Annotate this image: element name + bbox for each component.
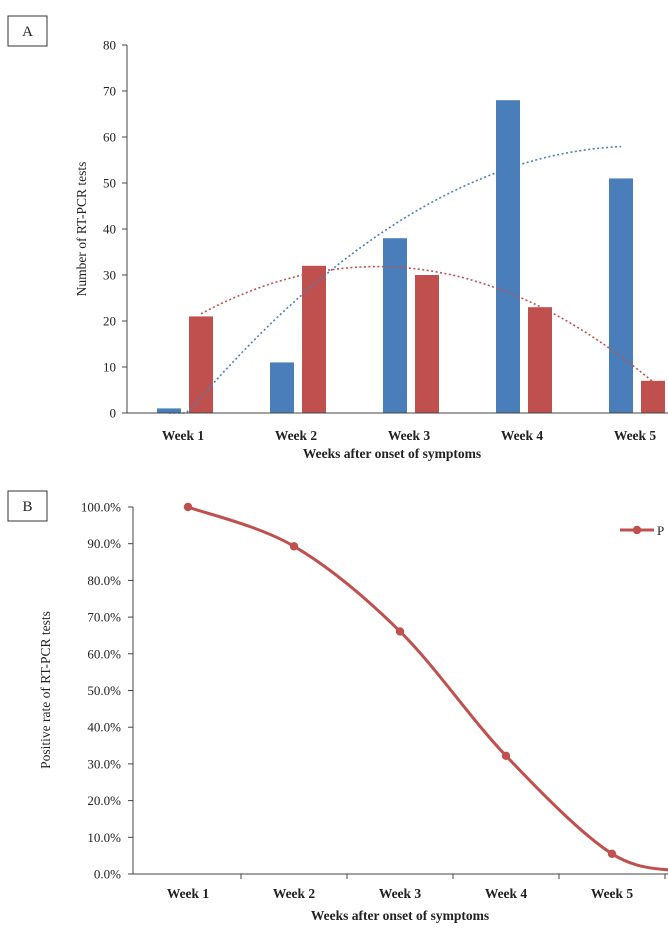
panel-a-y-tick-label: 70 (103, 84, 116, 99)
panel-b-y-tick-label: 90.0% (87, 536, 121, 551)
panel-a-x-tick-label: Week 3 (388, 428, 431, 443)
panel-b-data-point (395, 627, 405, 636)
legend-marker-swatch (632, 525, 642, 535)
panel-b-y-tick-label: 10.0% (87, 830, 121, 845)
panel-a-bar-series1 (383, 238, 407, 413)
panel-b-series-line (186, 505, 668, 872)
panel-a-trendline-series2 (200, 265, 654, 383)
panel-a-bar-series2 (641, 380, 665, 413)
panel-a-trendline-series1 (169, 145, 622, 414)
panel-b-x-tick-label: Week 5 (591, 886, 634, 901)
panel-a-y-tick-label: 20 (103, 314, 116, 329)
panel-a-x-tick-label: Week 1 (162, 428, 205, 443)
panel-a-x-tick-label: Week 2 (275, 428, 318, 443)
panel-a-y-tick-label: 30 (103, 268, 116, 283)
panel-b-x-tick-label: Week 4 (485, 886, 528, 901)
panel-a-bar-series2 (415, 275, 439, 413)
panel-a-y-tick-label: 10 (103, 360, 116, 375)
legend-label: P (657, 523, 664, 538)
panel-b-y-tick-label: 70.0% (87, 610, 121, 625)
panel-b-data-point (289, 542, 299, 551)
panel-a-x-axis-label: Weeks after onset of symptoms (303, 446, 481, 461)
panel-b: B 0.0% 10.0% 20.0% 30.0% 40.0% 50.0% 60.0% 70.0… (7, 490, 668, 923)
panel-b-data-point (501, 751, 511, 761)
panel-a-bar-series1 (270, 362, 294, 413)
panel-b-legend: P (620, 523, 664, 538)
panel-a-y-tick-label: 0 (110, 406, 117, 421)
panel-b-data-point (607, 849, 617, 859)
panel-b-y-tick-label: 20.0% (87, 793, 121, 808)
panel-b-x-tick-label: Week 2 (273, 886, 316, 901)
panel-b-x-tick-label: Week 1 (167, 886, 210, 901)
panel-a-bar-series1 (157, 408, 181, 413)
panel-a-bar-series2 (528, 307, 552, 413)
panel-a-y-tick-label: 40 (103, 222, 116, 237)
panel-a-bar-series2 (302, 265, 326, 413)
panel-a-label-box (7, 15, 48, 47)
panel-a-y-tick-label: 50 (103, 176, 116, 191)
panel-b-y-axis-label: Positive rate of RT-PCR tests (38, 611, 53, 769)
panel-a: A 0 10 20 30 40 50 60 70 80 Week 1 Week 2 Week 3 We… (7, 15, 668, 461)
panel-b-y-tick-label: 30.0% (87, 756, 121, 771)
panel-a-label: A (22, 24, 33, 40)
panel-a-y-tick-label: 60 (103, 130, 116, 145)
panel-b-y-tick-label: 60.0% (87, 646, 121, 661)
panel-a-x-tick-label: Week 5 (614, 428, 657, 443)
panel-a-y-axis-label: Number of RT-PCR tests (74, 162, 89, 297)
panel-b-y-tick-label: 80.0% (87, 573, 121, 588)
panel-a-bar-series2 (189, 316, 213, 413)
panel-a-y-tick-label: 80 (103, 38, 116, 53)
panel-b-label-box (7, 490, 48, 522)
panel-b-y-tick-label: 50.0% (87, 683, 121, 698)
panel-b-y-tick-label: 0.0% (94, 867, 121, 882)
panel-b-y-tick-label: 100.0% (81, 500, 121, 515)
panel-b-label: B (22, 499, 32, 515)
panel-b-y-tick-label: 40.0% (87, 720, 121, 735)
panel-a-bar-series1 (496, 100, 520, 413)
panel-a-x-tick-label: Week 4 (501, 428, 544, 443)
panel-b-x-tick-label: Week 3 (379, 886, 422, 901)
panel-a-bar-series1 (609, 178, 633, 413)
panel-b-x-axis-label: Weeks after onset of symptoms (311, 908, 489, 923)
panel-b-data-point (183, 502, 193, 512)
